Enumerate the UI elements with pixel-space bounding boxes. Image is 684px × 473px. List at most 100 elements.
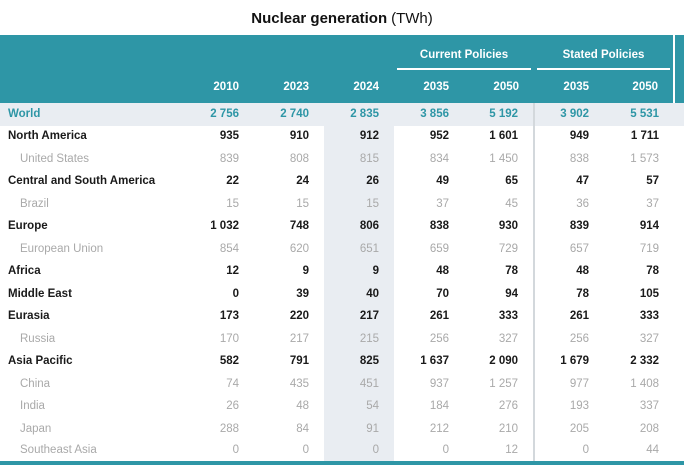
cell-value: 184 (429, 400, 449, 412)
cell-value: 1 450 (489, 152, 519, 165)
cell-value: 57 (646, 175, 660, 187)
cell-value: 3 856 (394, 103, 464, 126)
filler-cell (674, 216, 684, 239)
column-header-sp-2050: 2050 (604, 70, 675, 103)
cell-value: 2 740 (254, 103, 324, 126)
cell-value: 935 (219, 130, 239, 142)
row-label: European Union (20, 242, 104, 255)
cell-value: 834 (429, 152, 449, 165)
row-label: Central and South America (8, 175, 156, 187)
cell-value: 0 (232, 444, 239, 456)
row-label: Middle East (8, 287, 72, 300)
cell-value: 78 (533, 283, 605, 306)
cell-value: 838 (533, 148, 605, 171)
cell-value: 47 (533, 170, 605, 193)
table-row-russia: Russia 170 217 215 256 327 256 327 (0, 328, 684, 351)
cell-value: 26 (226, 400, 239, 412)
cell-value: 337 (639, 400, 660, 412)
cell-value: 0 (302, 444, 309, 456)
cell-value: 48 (533, 260, 605, 283)
scenario-group-row: Current Policies Stated Policies (0, 35, 684, 103)
cell-value: 288 (219, 422, 239, 435)
filler-cell (674, 441, 684, 464)
cell-value: 791 (289, 355, 309, 367)
filler-cell (674, 418, 684, 441)
cell-value: 212 (429, 422, 449, 435)
cell-value: 276 (498, 400, 519, 412)
table-row-asia-pacific: Asia Pacific 582 791 825 1 637 2 090 1 679 2 33… (0, 350, 684, 373)
cell-value: 1 711 (630, 130, 660, 142)
cell-value: 24 (296, 175, 309, 187)
group-current-policies: Current Policies (394, 35, 535, 70)
filler-cell (674, 103, 684, 126)
cell-value: 37 (646, 197, 660, 210)
cell-value: 659 (429, 242, 449, 255)
header-filler (673, 35, 684, 103)
cell-value: 74 (226, 377, 239, 390)
cell-value: 9 (324, 260, 394, 283)
cell-value: 173 (219, 310, 239, 322)
cell-value: 170 (219, 332, 239, 345)
cell-value: 36 (533, 193, 605, 216)
cell-value: 9 (302, 265, 309, 277)
cell-value: 105 (639, 287, 660, 300)
cell-value: 65 (505, 175, 519, 187)
table-row-china: China 74 435 451 937 1 257 977 1 408 (0, 373, 684, 396)
cell-value: 651 (324, 238, 394, 261)
table-row-japan: Japan 288 84 91 212 210 205 208 (0, 418, 684, 441)
cell-value: 91 (324, 418, 394, 441)
cell-value: 839 (533, 215, 605, 238)
cell-value: 729 (498, 242, 519, 255)
column-header-2010: 2010 (184, 70, 254, 103)
row-label: Asia Pacific (8, 355, 73, 367)
table-row-middle-east: Middle East 0 39 40 70 94 78 105 (0, 283, 684, 306)
cell-value: 952 (429, 130, 449, 142)
column-header-cp-2035: 2035 (394, 70, 464, 103)
cell-value: 0 (232, 287, 239, 300)
cell-value: 854 (219, 242, 239, 255)
cell-value: 0 (442, 444, 449, 456)
cell-value: 2 332 (630, 355, 660, 367)
cell-value: 333 (498, 310, 519, 322)
cell-value: 2 835 (324, 103, 394, 126)
table-row-central-and-south-america: Central and South America 22 24 26 49 65 47 57 (0, 170, 684, 193)
cell-value: 15 (296, 197, 309, 210)
cell-value: 3 902 (533, 103, 605, 126)
cell-value: 210 (498, 422, 519, 435)
filler-cell (674, 148, 684, 171)
cell-value: 808 (289, 152, 309, 165)
group-stated-policies-label: Stated Policies (537, 49, 671, 70)
cell-value: 806 (324, 215, 394, 238)
cell-value: 48 (436, 265, 449, 277)
cell-value: 977 (533, 373, 605, 396)
cell-value: 94 (505, 287, 519, 300)
row-label: North America (8, 130, 87, 142)
cell-value: 910 (289, 130, 309, 142)
cell-value: 1 679 (533, 350, 605, 373)
year-header-row: 2010 2023 2024 2035 2050 2035 2050 (0, 70, 684, 103)
filler-cell (674, 373, 684, 396)
cell-value: 44 (646, 444, 660, 456)
cell-value: 1 573 (630, 152, 660, 165)
cell-value: 15 (324, 193, 394, 216)
cell-value: 261 (429, 310, 449, 322)
cell-value: 84 (296, 422, 309, 435)
cell-value: 217 (289, 332, 309, 345)
cell-value: 40 (324, 283, 394, 306)
cell-value: 1 601 (489, 130, 519, 142)
nuclear-generation-table: Current Policies Stated Policies 2010 20… (0, 35, 684, 465)
filler-cell (674, 193, 684, 216)
filler-cell (674, 396, 684, 419)
table-row-european-union: European Union 854 620 651 659 729 657 719 (0, 238, 684, 261)
cell-value: 657 (533, 238, 605, 261)
cell-value: 815 (324, 148, 394, 171)
filler-cell (674, 261, 684, 284)
cell-value: 22 (226, 175, 239, 187)
cell-value: 620 (289, 242, 309, 255)
row-label: Europe (8, 220, 48, 232)
cell-value: 256 (533, 328, 605, 351)
row-label: Eurasia (8, 310, 50, 322)
cell-value: 39 (296, 287, 309, 300)
cell-value: 1 408 (630, 377, 660, 390)
cell-value: 15 (226, 197, 239, 210)
